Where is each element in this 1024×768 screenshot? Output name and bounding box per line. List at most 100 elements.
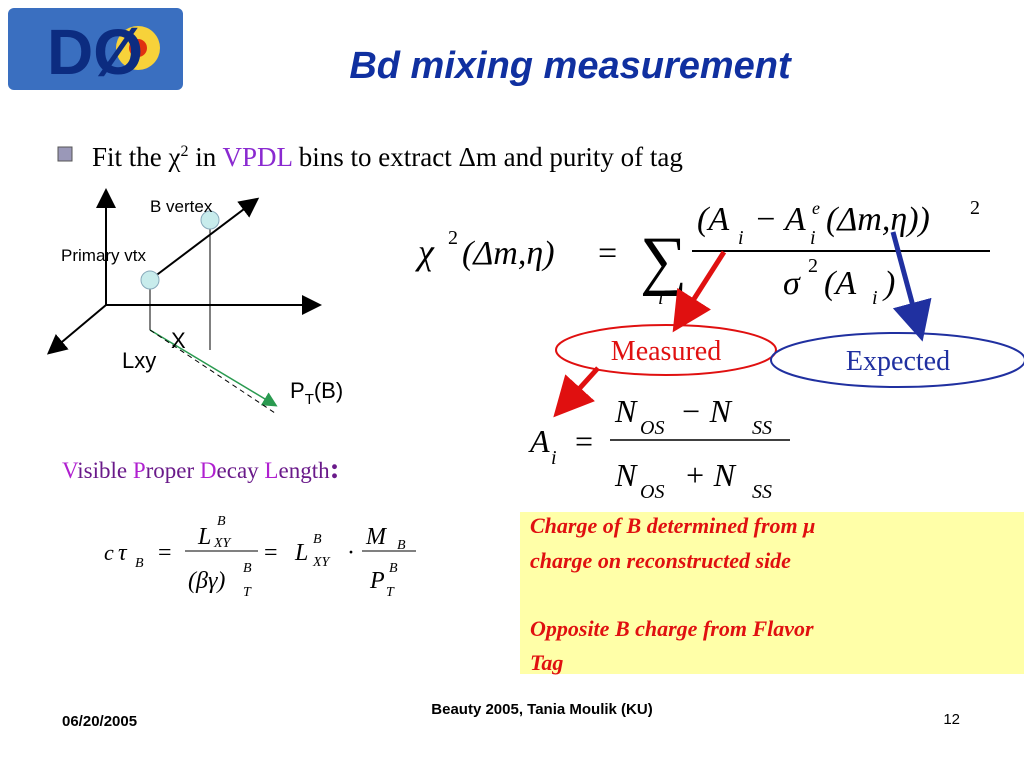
initial: D <box>200 458 217 483</box>
vpdl-label: Visible Proper Decay Length: <box>62 452 340 485</box>
math: XY <box>213 536 233 551</box>
footer-date: 06/20/2005 <box>62 713 137 730</box>
math: T <box>386 585 395 600</box>
math: OS <box>640 417 664 439</box>
math: = <box>598 235 617 272</box>
math: A <box>528 423 550 459</box>
slide-title: Bd mixing measurement <box>349 45 792 87</box>
math: SS <box>752 481 772 503</box>
math: XY <box>312 555 332 570</box>
initial: L <box>264 458 278 483</box>
math: (A <box>824 265 856 302</box>
arrow <box>553 366 600 418</box>
asymmetry-formula: A i = N OS − N SS N OS + N SS <box>528 393 790 503</box>
math: B <box>135 556 144 571</box>
expected-label: Expected <box>846 346 950 377</box>
text: (B) <box>314 378 343 403</box>
math: (A <box>697 201 729 238</box>
math: i <box>738 227 744 249</box>
text: roper <box>146 458 200 483</box>
math: 2 <box>970 197 980 219</box>
math: L <box>294 540 308 566</box>
math: OS <box>640 481 664 503</box>
bullet-marker <box>57 146 73 162</box>
math: 2 <box>448 227 458 249</box>
initial: P <box>133 458 146 483</box>
lxy-line <box>149 329 276 414</box>
math: e <box>812 198 820 218</box>
text: ength <box>278 458 330 483</box>
math: σ <box>783 265 801 302</box>
math: = <box>264 540 278 566</box>
text: Fit the <box>92 142 169 172</box>
math: i <box>872 287 878 309</box>
math: B <box>243 561 252 576</box>
math: B <box>217 514 226 529</box>
text: m and purity of tag <box>476 142 683 172</box>
pt-vector <box>149 329 278 407</box>
math: = <box>158 540 172 566</box>
note-line: charge on reconstructed side <box>530 548 791 573</box>
math: i <box>658 287 664 309</box>
chi2-formula: χ 2 (Δm,η) = ∑ i (A i − A e i (Δm,η)) 2 … <box>415 197 990 309</box>
note-line: Charge of B determined from μ <box>530 513 815 538</box>
text: bins to extract <box>292 142 458 172</box>
measured-label: Measured <box>611 336 721 367</box>
bullet-text: Fit the χ2 in VPDL bins to extract Δm an… <box>92 142 683 172</box>
math: − N <box>680 393 733 429</box>
lxy-label: Lxy <box>122 348 156 373</box>
b-vertex <box>200 210 220 230</box>
math: · <box>347 540 355 566</box>
pt-label: PT(B) <box>290 378 343 408</box>
axes <box>46 188 322 355</box>
math: B <box>397 538 406 553</box>
axis <box>46 304 107 355</box>
logo-text: DØ <box>47 16 143 88</box>
logo: DØ <box>8 8 183 90</box>
math: SS <box>752 417 772 439</box>
b-vertex-label: B vertex <box>150 197 213 216</box>
logo-core <box>129 39 147 57</box>
math: = <box>575 423 593 459</box>
math: 2 <box>808 255 818 277</box>
x-label: X <box>171 328 186 353</box>
b-track <box>149 197 260 281</box>
math: ∑ <box>640 224 687 297</box>
superscript: 2 <box>181 143 189 160</box>
footer-center: Beauty 2005, Tania Moulik (KU) <box>431 701 652 718</box>
text: isible <box>77 458 133 483</box>
math: (Δm,η)) <box>826 201 930 238</box>
math: N <box>614 457 638 493</box>
math: M <box>365 524 388 550</box>
math: ) <box>882 265 895 302</box>
math: B <box>389 561 398 576</box>
text: ecay <box>217 458 265 483</box>
math: T <box>243 585 252 600</box>
ctau-formula: c τ B = L B XY (βγ) B T = L B XY · M B P… <box>104 514 416 600</box>
math: + N <box>684 457 737 493</box>
math: N <box>614 393 638 429</box>
text: P <box>290 378 305 403</box>
math: P <box>369 568 385 594</box>
text: : <box>330 452 340 485</box>
math: c <box>104 540 114 565</box>
initial: V <box>62 458 79 483</box>
subscript: T <box>305 391 314 408</box>
vpdl: VPDL <box>223 142 293 172</box>
page-number: 12 <box>943 711 960 728</box>
note-line: Tag <box>530 650 563 675</box>
math: (βγ) <box>188 568 225 594</box>
math: i <box>810 227 816 249</box>
arrow <box>672 250 727 333</box>
math: (Δm,η) <box>462 235 555 272</box>
arrow <box>890 231 932 342</box>
primary-vtx-label: Primary vtx <box>61 246 147 265</box>
math: L <box>197 524 211 550</box>
math: τ <box>118 540 128 566</box>
math: B <box>313 532 322 547</box>
math: i <box>551 447 557 469</box>
chi: χ <box>168 142 181 172</box>
text: in <box>189 142 223 172</box>
measured-oval <box>555 324 777 376</box>
